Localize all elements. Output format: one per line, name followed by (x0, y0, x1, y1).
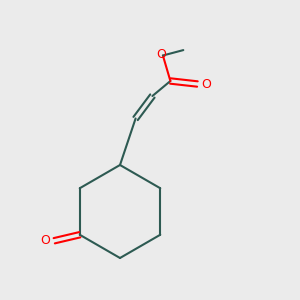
Text: O: O (157, 47, 166, 61)
Text: O: O (202, 77, 211, 91)
Text: O: O (40, 234, 50, 247)
